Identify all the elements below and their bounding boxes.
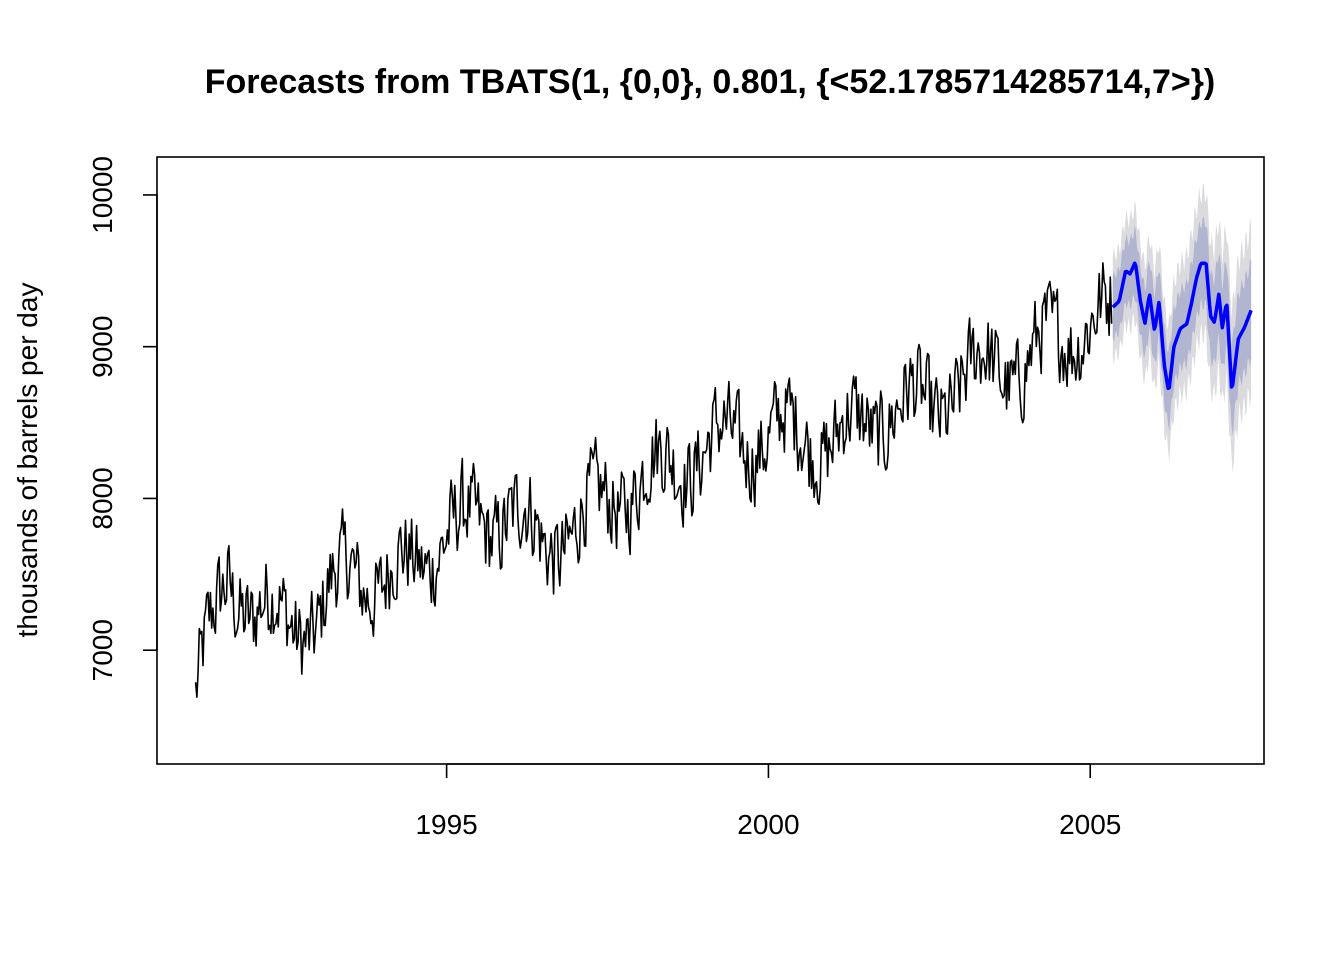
- y-tick-label: 10000: [87, 156, 118, 234]
- x-axis: 1995 2000 2005: [415, 763, 1121, 840]
- plot-area: [194, 183, 1253, 699]
- y-axis-label: thousands of barrels per day: [12, 283, 43, 638]
- x-tick-label: 2005: [1059, 809, 1121, 840]
- forecast-mean-line: [1111, 261, 1253, 391]
- y-axis: 7000 8000 9000 10000: [87, 156, 158, 681]
- observed-series-line: [194, 262, 1113, 699]
- x-tick-label: 2000: [737, 809, 799, 840]
- y-tick-label: 8000: [87, 467, 118, 529]
- chart-title: Forecasts from TBATS(1, {0,0}, 0.801, {<…: [205, 63, 1216, 101]
- y-tick-label: 7000: [87, 619, 118, 681]
- x-tick-label: 1995: [415, 809, 477, 840]
- y-tick-label: 9000: [87, 316, 118, 378]
